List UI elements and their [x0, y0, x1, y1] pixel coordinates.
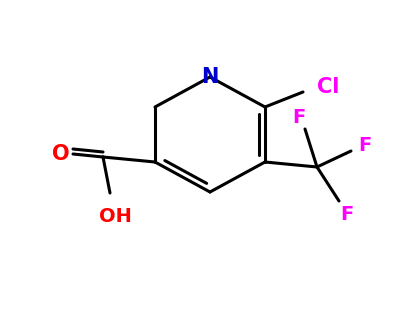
Text: OH: OH [98, 208, 131, 226]
Text: F: F [357, 135, 371, 154]
Text: Cl: Cl [316, 77, 339, 97]
Text: O: O [52, 144, 70, 164]
Text: N: N [201, 67, 218, 87]
Text: F: F [292, 108, 305, 126]
Text: F: F [339, 206, 353, 224]
